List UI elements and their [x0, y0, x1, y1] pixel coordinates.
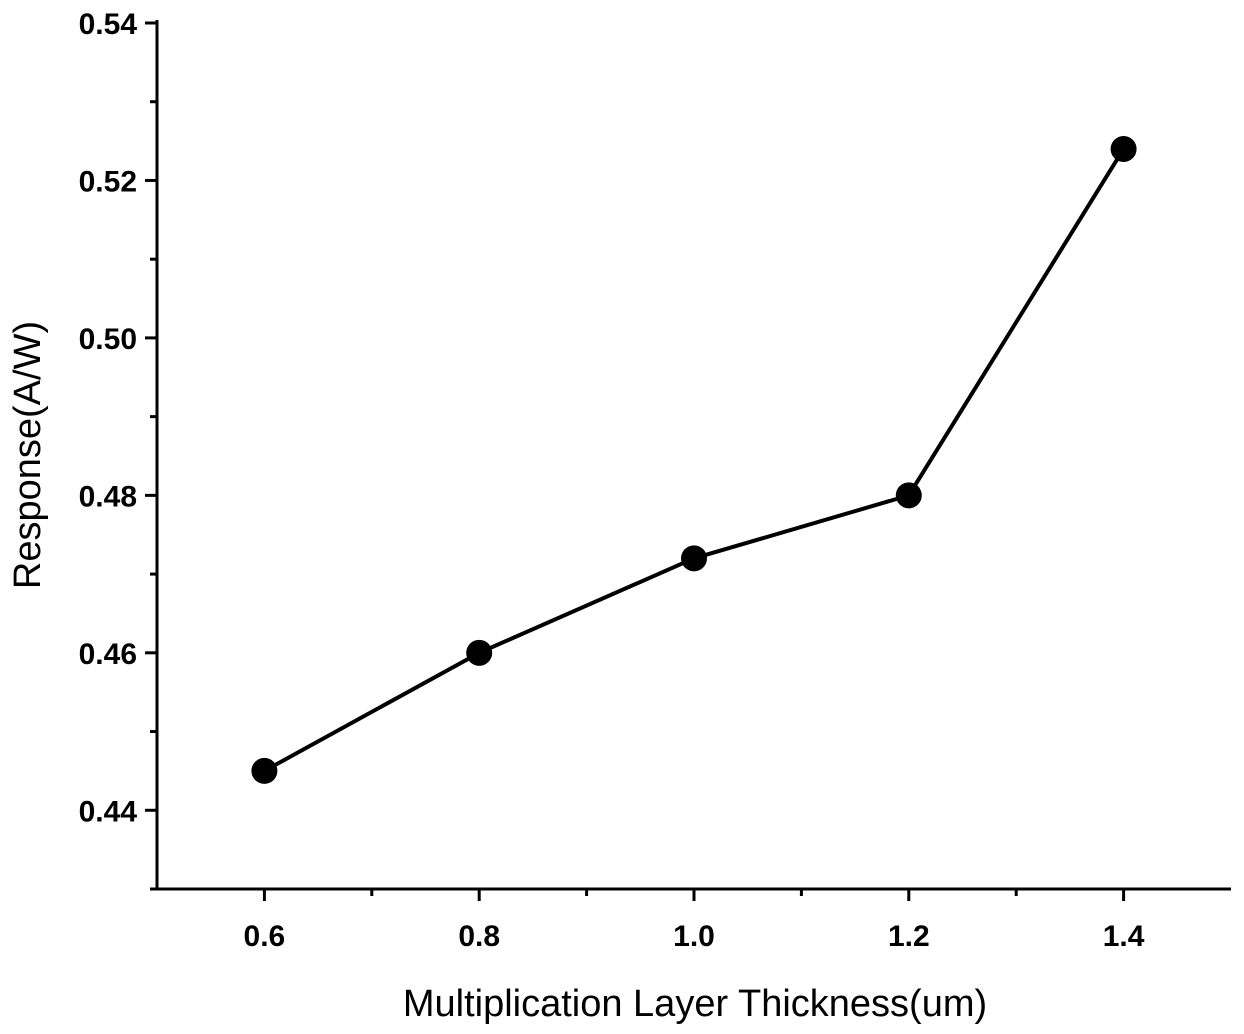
data-point — [251, 757, 278, 784]
x-tick-label: 0.6 — [244, 920, 286, 953]
axes — [155, 20, 1231, 891]
y-tick-label: 0.48 — [79, 480, 137, 513]
y-tick-label: 0.44 — [79, 795, 138, 828]
series-layer — [251, 135, 1137, 784]
y-tick-label: 0.46 — [79, 638, 137, 671]
data-point — [681, 545, 707, 572]
y-tick-label: 0.50 — [79, 323, 137, 356]
y-tick-label: 0.54 — [79, 8, 138, 41]
y-axis-title: Response(A/W) — [7, 321, 49, 589]
x-tick-label: 1.0 — [673, 920, 715, 953]
data-point — [1110, 135, 1137, 162]
data-point — [466, 639, 493, 666]
x-ticks: 0.6 0.8 1.0 1.2 1.4 — [244, 889, 1145, 953]
x-tick-label: 1.2 — [888, 920, 930, 953]
y-ticks: 0.44 0.46 0.48 0.50 0.52 0.54 — [79, 8, 157, 891]
x-tick-label: 1.4 — [1103, 920, 1145, 953]
data-point — [895, 482, 922, 509]
series-line — [263, 147, 1126, 773]
y-tick-label: 0.52 — [79, 165, 137, 198]
x-tick-label: 0.8 — [458, 920, 500, 953]
x-axis-title: Multiplication Layer Thickness(um) — [403, 983, 987, 1025]
